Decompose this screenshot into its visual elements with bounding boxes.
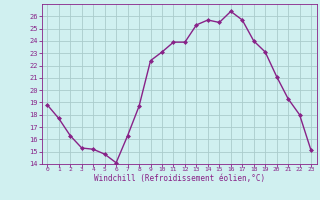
X-axis label: Windchill (Refroidissement éolien,°C): Windchill (Refroidissement éolien,°C): [94, 174, 265, 183]
